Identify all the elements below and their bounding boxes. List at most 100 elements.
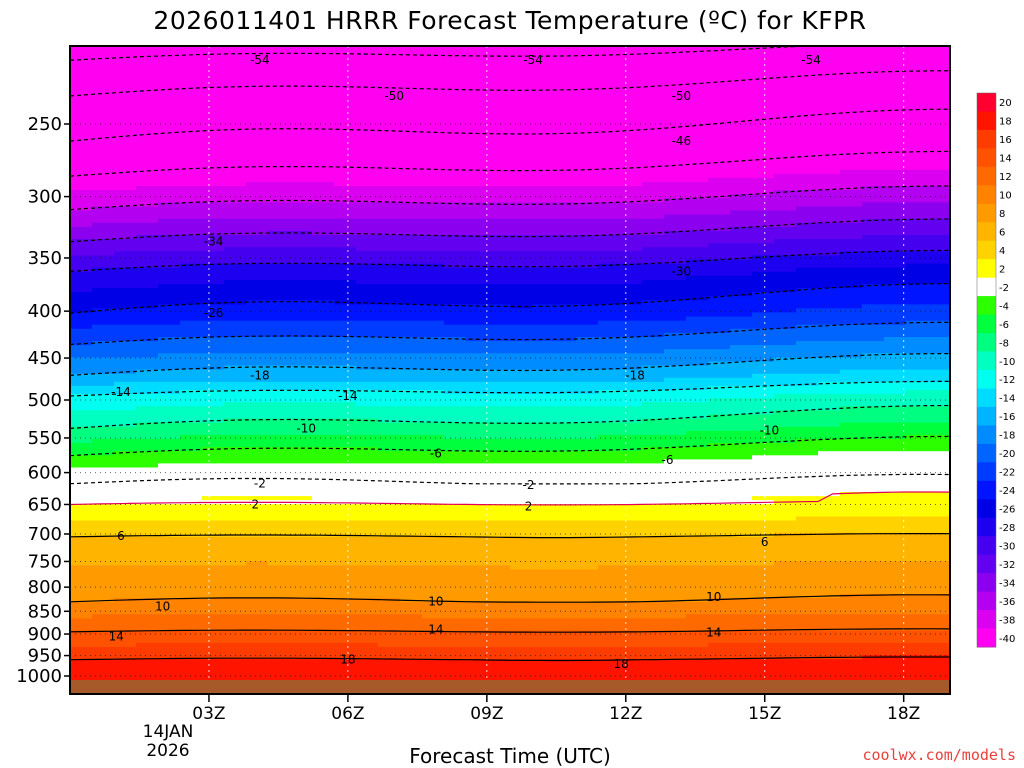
fill-cell [202,308,225,314]
fill-cell [444,182,467,187]
fill-cell [532,655,555,660]
fill-cell [642,492,665,497]
fill-cell [510,308,533,314]
fill-cell [686,585,709,591]
fill-cell [114,141,137,147]
fill-cell [488,112,511,118]
fill-cell [664,124,687,130]
fill-cell [290,638,313,644]
fill-cell [576,528,599,534]
fill-cell [730,169,753,175]
fill-cell [180,598,203,603]
fill-cell [532,634,555,640]
fill-cell [686,557,709,563]
fill-cell [202,524,225,530]
fill-cell [202,133,225,138]
fill-cell [290,214,313,220]
fill-cell [422,239,445,244]
fill-cell [554,177,577,183]
fill-cell [92,430,115,436]
fill-cell [730,279,753,285]
fill-cell [70,133,93,138]
fill-cell [180,288,203,293]
fill-cell [488,651,511,656]
fill-cell [70,84,93,89]
fill-cell [620,108,643,114]
fill-cell [708,345,731,350]
fill-cell [158,451,181,457]
fill-cell [510,59,533,65]
fill-cell [730,443,753,448]
fill-cell [246,88,269,94]
fill-cell [224,536,247,542]
fill-cell [422,108,445,114]
fill-cell [136,353,159,359]
fill-cell [312,157,335,163]
fill-cell [620,459,643,465]
fill-cell [202,675,225,681]
fill-cell [224,394,247,399]
fill-cell [158,67,181,73]
fill-cell [642,165,665,171]
fill-cell [620,589,643,595]
fill-cell [708,165,731,171]
fill-cell [92,634,115,640]
fill-cell [334,80,357,85]
fill-cell [642,206,665,212]
fill-cell [576,59,599,65]
fill-cell [554,141,577,147]
fill-cell [224,577,247,583]
fill-cell [752,177,775,183]
fill-cell [554,626,577,632]
fill-cell [576,390,599,395]
fill-cell [268,35,291,40]
fill-cell [400,137,423,142]
fill-cell [686,353,709,359]
fill-cell [730,545,753,550]
fill-cell [576,479,599,485]
fill-cell [334,214,357,220]
fill-cell [444,345,467,350]
fill-cell [664,247,687,253]
fill-cell [312,75,335,81]
fill-cell [114,230,137,236]
fill-cell [620,549,643,554]
fill-cell [620,35,643,40]
fill-cell [488,133,511,138]
fill-cell [444,84,467,89]
fill-cell [334,177,357,183]
fill-cell [224,137,247,142]
fill-cell [708,108,731,114]
fill-cell [554,569,577,575]
fill-cell [488,332,511,338]
fill-cell [708,614,731,620]
fill-cell [158,35,181,40]
fill-cell [224,655,247,660]
fill-cell [356,512,379,518]
fill-cell [752,112,775,118]
fill-cell [532,304,555,310]
fill-cell [268,214,291,220]
fill-cell [180,594,203,599]
fill-cell [620,226,643,232]
fill-cell [620,475,643,481]
fill-cell [554,353,577,359]
fill-cell [224,622,247,628]
fill-cell [400,549,423,554]
fill-cell [576,263,599,269]
fill-cell [158,104,181,110]
fill-cell [664,84,687,89]
fill-cell [356,634,379,640]
fill-cell [422,46,445,49]
fill-cell [576,516,599,522]
fill-cell [136,540,159,546]
fill-cell [312,520,335,526]
fill-cell [246,210,269,216]
fill-cell [686,165,709,171]
fill-cell [620,422,643,428]
fill-cell [334,251,357,257]
fill-cell [246,373,269,379]
fill-cell [158,210,181,216]
fill-cell [730,124,753,130]
fill-cell [158,671,181,677]
